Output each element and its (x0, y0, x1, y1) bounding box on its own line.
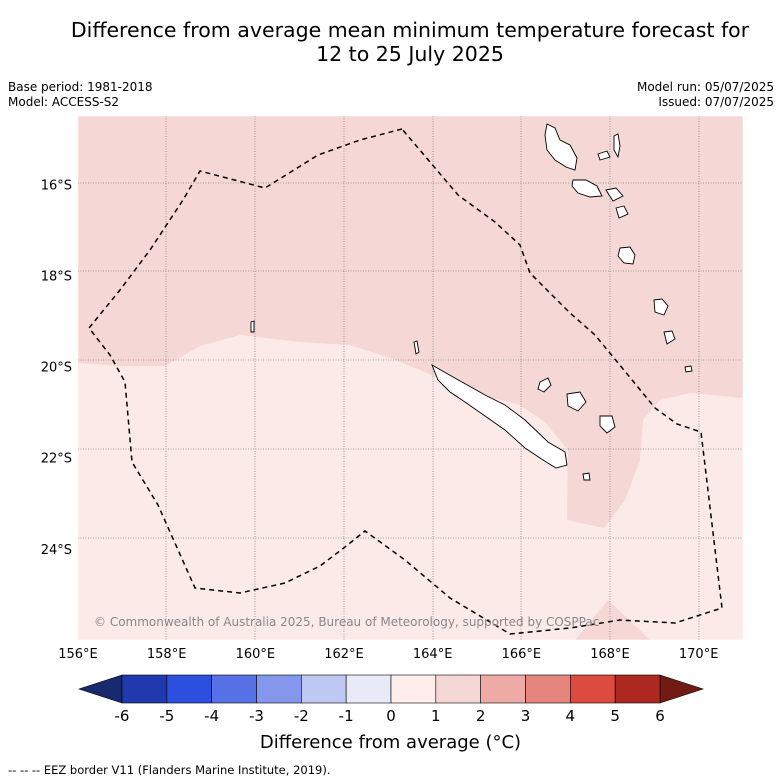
colorbar-segment (345, 674, 392, 704)
model-name: Model: ACCESS-S2 (8, 95, 120, 109)
issued-date: Issued: 07/07/2025 (658, 95, 774, 109)
colorbar-tick-label: -1 (339, 707, 354, 725)
colorbar-tick-label: 1 (431, 707, 441, 725)
lon-tick-label: 156°E (58, 647, 98, 662)
colorbar-tick-label: 6 (655, 707, 665, 725)
colorbar-segment (614, 674, 661, 704)
colorbar-tick-label: -4 (204, 707, 219, 725)
colorbar-tick-label: 0 (386, 707, 396, 725)
colorbar-segment (390, 674, 437, 704)
colorbar-low-extend (78, 674, 123, 704)
isle-of-pines (582, 472, 591, 481)
base-period: Base period: 1981-2018 (8, 80, 153, 94)
vanuatu-erromango (653, 298, 669, 316)
reef-islet (413, 340, 420, 355)
colorbar-segment (256, 674, 302, 704)
colorbar-tick-label: -2 (294, 707, 309, 725)
lon-tick-label: 164°E (413, 647, 453, 662)
loyalty-island-3 (599, 415, 616, 434)
vanuatu-malakula (571, 179, 603, 198)
lat-tick-label: 24°S (41, 543, 72, 558)
colorbar-tick-label: -3 (249, 707, 264, 725)
lon-tick-label: 168°E (590, 647, 630, 662)
coastlines (250, 123, 693, 481)
model-run: Model run: 05/07/2025 (636, 80, 774, 94)
lon-tick-label: 162°E (324, 647, 364, 662)
colorbar-segment (166, 674, 212, 704)
colorbar-high-extend (659, 674, 704, 704)
longitude-tick-labels: 156°E 158°E 160°E 162°E 164°E 166°E 168°E 170°E (58, 647, 718, 662)
vanuatu-efate (617, 246, 636, 265)
lat-tick-label: 22°S (41, 452, 72, 467)
graticule (78, 116, 743, 640)
title-line-2: 12 to 25 July 2025 (316, 42, 504, 66)
colorbar-tick-label: 4 (566, 707, 576, 725)
lon-tick-label: 158°E (147, 647, 187, 662)
vanuatu-espiritu-santo (544, 123, 578, 171)
colorbar-segment (435, 674, 481, 704)
colorbar-label: Difference from average (°C) (259, 732, 522, 753)
eez-footnote: -- -- -- EEZ border V11 (Flanders Marine… (8, 763, 331, 777)
colorbar-tick-label: 5 (610, 707, 620, 725)
vanuatu-island-3 (613, 133, 621, 159)
colorbar-segment (121, 674, 168, 704)
colorbar-segment (570, 674, 616, 704)
colorbar-tick-label: -5 (159, 707, 174, 725)
colorbar-tick-label: -6 (115, 707, 130, 725)
lon-tick-label: 166°E (502, 647, 542, 662)
colorbar: -6 -5 -4 -3 -2 -1 0 1 2 3 4 5 6 (78, 674, 704, 725)
copyright-notice: © Commonwealth of Australia 2025, Bureau… (94, 615, 599, 629)
colorbar-segment (480, 674, 526, 704)
map-frame (77, 115, 744, 641)
map-title: Difference from average mean minimum tem… (20, 18, 781, 66)
colorbar-tick-label: 2 (476, 707, 486, 725)
vanuatu-island-5 (605, 187, 624, 202)
latitude-tick-labels: 16°S 18°S 20°S 22°S 24°S (41, 178, 72, 558)
meta-right: Model run: 05/07/2025 Issued: 07/07/2025 (637, 80, 774, 110)
title-line-1: Difference from average mean minimum tem… (70, 18, 750, 42)
lon-tick-label: 160°E (236, 647, 276, 662)
map-area: © Commonwealth of Australia 2025, Bureau… (78, 116, 743, 640)
anomaly-region-0-to-1 (78, 335, 743, 640)
colorbar-tick-label: 3 (521, 707, 531, 725)
new-caledonia-island (431, 363, 568, 469)
colorbar-segment (301, 674, 347, 704)
lat-tick-label: 16°S (41, 178, 72, 193)
loyalty-island-2 (566, 391, 587, 412)
meta-left: Base period: 1981-2018 Model: ACCESS-S2 (8, 80, 153, 110)
vanuatu-island-2 (597, 150, 611, 161)
colorbar-segment (525, 674, 571, 704)
lat-tick-label: 18°S (41, 269, 72, 284)
vanuatu-tanna (663, 330, 676, 345)
chesterfield-islet (250, 320, 255, 333)
colorbar-segment (211, 674, 257, 704)
lat-tick-label: 20°S (41, 361, 72, 376)
eez-border (88, 128, 723, 635)
vanuatu-aneityum (684, 365, 693, 373)
vanuatu-island-6 (615, 205, 629, 219)
lon-tick-label: 170°E (679, 647, 719, 662)
loyalty-island-1 (537, 377, 552, 393)
